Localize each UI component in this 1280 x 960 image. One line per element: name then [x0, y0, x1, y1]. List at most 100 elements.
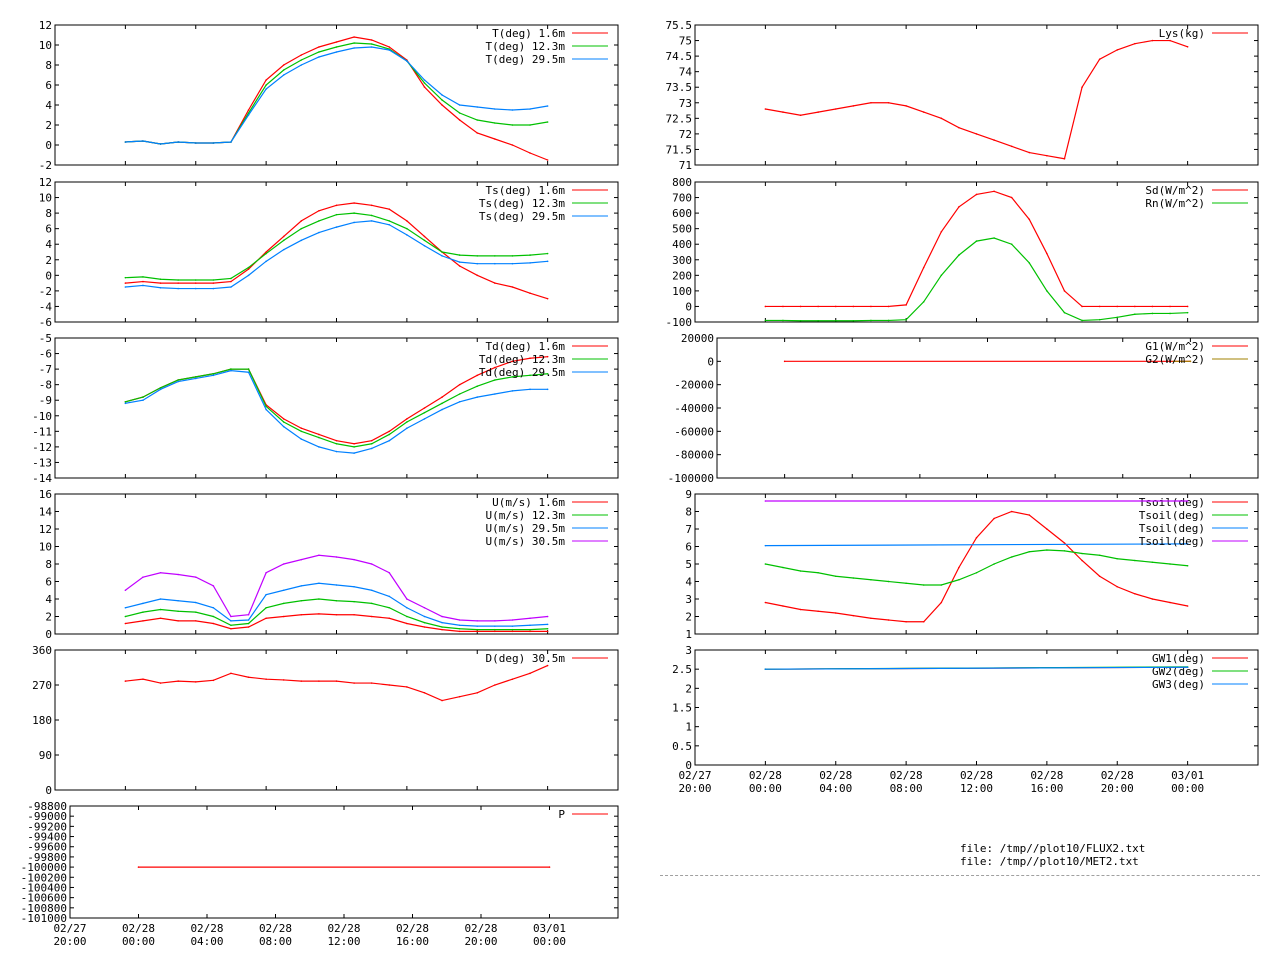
series-point-U-1-23 [529, 628, 531, 631]
y-tick-label-U-5: 10 [39, 541, 52, 554]
series-point-Td-1-10 [300, 430, 303, 433]
series-point-Sd-0-20 [1116, 305, 1119, 308]
y-tick-label-T-4: 6 [45, 79, 52, 92]
series-point-U-1-4 [194, 611, 197, 613]
series-point-Ts-2-14 [370, 220, 373, 222]
series-point-Td-2-21 [494, 393, 496, 395]
series-point-Ts-1-22 [511, 255, 514, 257]
y-tick-label-P-7: -99600 [27, 841, 67, 854]
series-point-Td-0-23 [529, 357, 531, 360]
series-point-Td-1-16 [406, 421, 408, 423]
series-point-Tsoil-0-21 [1134, 592, 1136, 595]
x-tick-label-P-1: 02/28 [122, 922, 155, 935]
series-point-T-1-19 [458, 112, 461, 114]
series-point-U-1-22 [511, 628, 514, 631]
x-tick-label-P-2: 02/28 [190, 922, 223, 935]
series-point-Ts-0-0 [124, 282, 127, 284]
series-line-Td-1 [125, 368, 548, 448]
series-point-U-3-22 [511, 619, 514, 621]
series-point-U-1-6 [230, 624, 232, 627]
x-tick-label-P-3: 02/28 [259, 922, 292, 935]
legend-label-Tsoil-3: Tsoil(deg) [1139, 535, 1205, 548]
series-point-Td-2-10 [300, 438, 303, 440]
x-tick-label-time-GW-3: 08:00 [890, 782, 923, 795]
y-tick-label-Lys-1: 71.5 [666, 143, 693, 156]
legend-label-GW-1: GW2(deg) [1152, 665, 1205, 678]
series-point-T-0-9 [282, 64, 285, 66]
series-point-Ts-1-11 [318, 220, 320, 222]
y-tick-label-D-0: 0 [45, 784, 52, 797]
series-point-Tsoil-0-16 [1046, 528, 1048, 530]
series-point-Sd-0-18 [1081, 305, 1083, 308]
series-point-Td-2-6 [230, 369, 232, 372]
series-point-U-0-13 [353, 613, 355, 616]
series-point-Td-1-18 [441, 402, 443, 405]
series-point-Td-0-13 [353, 442, 355, 445]
series-point-Sd-1-7 [887, 319, 890, 322]
series-point-Tsoil-1-14 [1010, 556, 1013, 558]
series-point-Sd-0-12 [975, 193, 978, 196]
series-point-T-1-11 [318, 51, 320, 53]
y-tick-label-T-0: -2 [39, 159, 52, 172]
series-point-Sd-1-8 [905, 318, 907, 321]
series-point-Sd-1-20 [1116, 316, 1119, 319]
series-line-Tsoil-0 [765, 510, 1188, 623]
series-point-Td-0-22 [511, 360, 514, 363]
series-line-U-2 [125, 582, 548, 627]
series-point-Td-1-15 [388, 433, 391, 436]
y-tick-label-Tsoil-3: 4 [685, 576, 692, 589]
series-point-U-0-21 [494, 630, 496, 633]
series-point-Ts-1-13 [353, 212, 355, 214]
series-line-U-3 [125, 554, 548, 622]
series-point-Td-2-22 [511, 390, 514, 392]
series-point-Td-1-8 [265, 405, 267, 408]
series-point-Tsoil-0-11 [958, 566, 960, 569]
y-tick-label-T-7: 12 [39, 19, 52, 32]
series-point-Ts-0-7 [247, 268, 250, 270]
series-point-Ts-0-2 [159, 282, 162, 284]
series-point-Lys-0-23 [1169, 39, 1171, 42]
series-point-U-1-19 [458, 627, 461, 630]
series-point-Ts-1-21 [494, 255, 496, 257]
legend-label-G-0: G1(W/m^2) [1145, 340, 1205, 353]
series-point-Ts-0-11 [318, 209, 320, 212]
series-point-Lys-0-16 [1046, 154, 1048, 157]
series-point-Ts-1-0 [124, 276, 127, 279]
legend-label-Td-0: Td(deg) 1.6m [486, 340, 566, 353]
series-point-P-0-0 [137, 866, 140, 868]
x-tick-label-GW-1: 02/28 [749, 769, 782, 782]
y-tick-label-P-9: -99200 [27, 820, 67, 833]
series-point-Sd-0-17 [1063, 290, 1066, 292]
series-point-G-1-1 [1189, 360, 1192, 363]
series-point-Ts-1-14 [370, 214, 373, 217]
plot-frame-P [69, 805, 619, 919]
series-point-Ts-0-22 [511, 286, 514, 288]
y-tick-label-Tsoil-0: 1 [685, 628, 692, 641]
series-point-Ts-2-4 [194, 287, 197, 290]
series-point-U-2-9 [282, 589, 285, 592]
series-point-Ts-2-13 [353, 221, 355, 224]
series-point-Ts-2-21 [494, 262, 496, 265]
series-point-U-3-4 [194, 576, 197, 578]
series-point-Ts-2-15 [388, 223, 391, 226]
series-point-T-2-13 [353, 47, 355, 49]
series-point-Ts-0-1 [142, 280, 144, 283]
series-point-Tsoil-0-3 [817, 610, 819, 613]
series-point-P-0-1 [548, 866, 551, 868]
series-point-Td-0-12 [335, 439, 338, 442]
y-tick-label-GW-4: 2 [685, 682, 692, 695]
y-tick-label-Lys-8: 75 [679, 35, 692, 48]
y-tick-label-Lys-0: 71 [679, 159, 692, 172]
series-point-Ts-0-12 [335, 204, 338, 207]
series-point-Lys-0-17 [1063, 157, 1066, 160]
series-point-Tsoil-1-15 [1028, 550, 1031, 553]
series-point-Ts-2-1 [142, 284, 144, 287]
series-point-Tsoil-1-22 [1151, 561, 1154, 564]
series-point-Ts-0-16 [406, 220, 408, 222]
series-point-Tsoil-0-12 [975, 536, 978, 539]
y-tick-label-Sd-4: 300 [672, 254, 692, 267]
legend-label-Sd-1: Rn(W/m^2) [1145, 197, 1205, 210]
series-point-T-2-14 [370, 46, 373, 48]
series-point-Lys-0-1 [782, 111, 784, 113]
y-tick-label-Tsoil-6: 7 [685, 523, 692, 536]
